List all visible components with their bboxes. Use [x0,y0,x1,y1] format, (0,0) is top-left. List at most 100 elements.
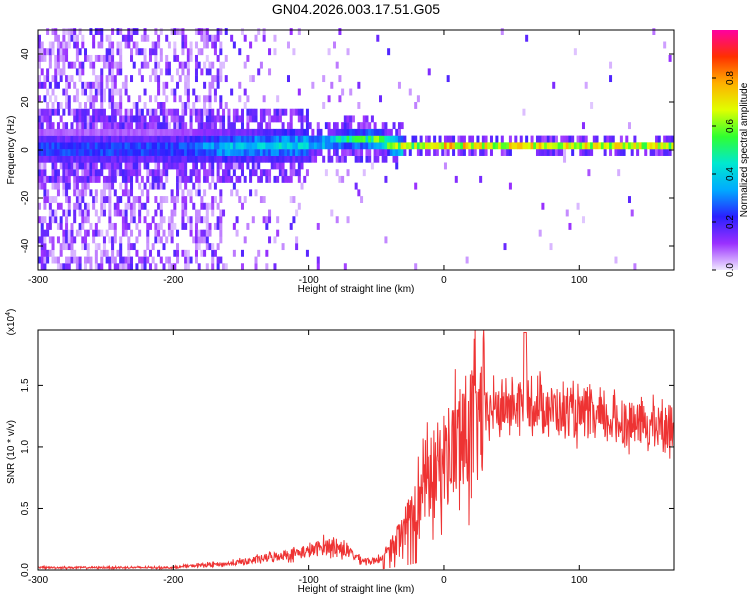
spectrogram-cell [121,128,125,136]
spectrogram-cell [663,142,667,150]
spectrogram-cell [46,28,50,35]
spectrogram-cell [165,256,169,264]
spectrogram-cell [238,115,242,123]
spectrogram-cell [48,249,52,257]
spectrogram-cell [170,142,174,150]
spectrogram-cell [211,243,215,251]
spectrogram-cell [108,149,112,156]
spectrogram-cell [73,34,77,42]
spectrogram-cell [454,142,458,150]
spectrogram-cell [173,196,177,203]
spectrogram-cell [78,115,82,123]
spectrogram-cell [56,81,60,89]
spectrogram-cell [333,149,337,156]
spectrogram-cell [205,209,209,217]
spectrogram-cell [560,149,564,156]
spectrogram-cell [462,142,466,150]
spectrogram-cell [78,142,82,150]
spectrogram-cell [148,48,152,56]
spectrogram-cell [113,122,117,130]
spectrogram-cell [240,162,244,170]
spectrogram-cell [84,81,88,89]
spectrogram-cell [173,108,177,116]
spectrogram-cell [213,122,217,130]
spectrogram-cell [138,216,142,224]
spectrogram-cell [186,61,190,69]
spectrogram-cell [89,54,93,62]
spectrogram-cell [194,175,198,183]
spectrogram-cell [51,149,55,156]
spectrogram-cell [151,149,155,156]
spectrogram-cell [94,189,98,197]
spectrogram-cell [213,48,217,56]
spectrogram-cell [249,169,253,177]
spectrogram-cell [203,128,207,136]
spectrogram-cell [108,41,112,49]
spectrogram-cell [189,108,193,116]
spectrogram-cell [162,216,166,224]
spectrogram-cell [130,142,134,150]
spectrogram-cell [500,142,504,150]
spectrogram-cell [338,135,342,143]
spectrogram-cell [257,122,261,130]
spectrogram-cell [584,81,588,89]
spectrogram-cell [46,249,50,257]
spectrogram-cell [75,122,79,130]
spectrogram-cell [89,189,93,197]
spectrogram-cell [67,229,71,237]
spectrogram-cell [116,41,120,49]
spectrogram-cell [119,263,123,271]
spectrogram-cell [235,229,239,237]
spectrogram-cell [43,169,47,177]
spectrogram-cell [254,128,258,136]
spectrogram-cell [184,263,188,271]
spectrogram-cell [130,243,134,251]
spectrogram-cell [427,149,431,156]
spectrogram-cell [346,48,350,56]
spectrogram-cell [108,209,112,217]
spectrogram-cell [249,75,253,83]
spectrogram-cell [322,155,326,163]
spectrogram-cell [81,149,85,156]
spectrogram-cell [297,202,301,210]
spectrogram-cell [40,175,44,183]
spectrogram-cell [86,108,90,116]
spectrogram-cell [138,142,142,150]
spectrogram-cell [94,263,98,271]
spectrogram-cell [92,41,96,49]
spectrogram-cell [208,162,212,170]
spectrogram-cell [94,149,98,156]
spectrogram-cell [370,128,374,136]
spectrogram-cell [189,115,193,123]
spectrogram-cell [262,216,266,224]
spectrogram-cell [38,81,42,89]
spectrogram-cell [119,128,123,136]
spectrogram-cell [268,149,272,156]
spectrogram-cell [609,61,613,69]
spectrogram-cell [295,142,299,150]
spectrogram-cell [203,189,207,197]
spectrogram-cell [135,162,139,170]
spectrogram-cell [565,209,569,217]
spectrogram-cell [151,135,155,143]
spectrogram-cell [205,135,209,143]
spectrogram-cell [73,236,77,244]
spectrogram-cell [86,175,90,183]
spectrogram-cell [278,135,282,143]
spectrogram-cell [549,142,553,150]
spectrogram-cell [100,142,104,150]
spectrogram-cell [189,155,193,163]
spectrogram-cell [170,108,174,116]
x-tick-label: -100 [299,275,319,286]
spectrogram-cell [538,229,542,237]
spectrogram-cell [487,142,491,150]
spectrogram-cell [75,95,79,103]
spectrogram-cell [192,169,196,177]
spectrogram-cell [151,256,155,264]
spectrogram-cell [232,108,236,116]
spectrogram-cell [227,108,231,116]
spectrogram-cell [73,128,77,136]
spectrogram-cell [181,122,185,130]
spectrogram-cell [213,249,217,257]
spectrogram-cell [54,135,58,143]
